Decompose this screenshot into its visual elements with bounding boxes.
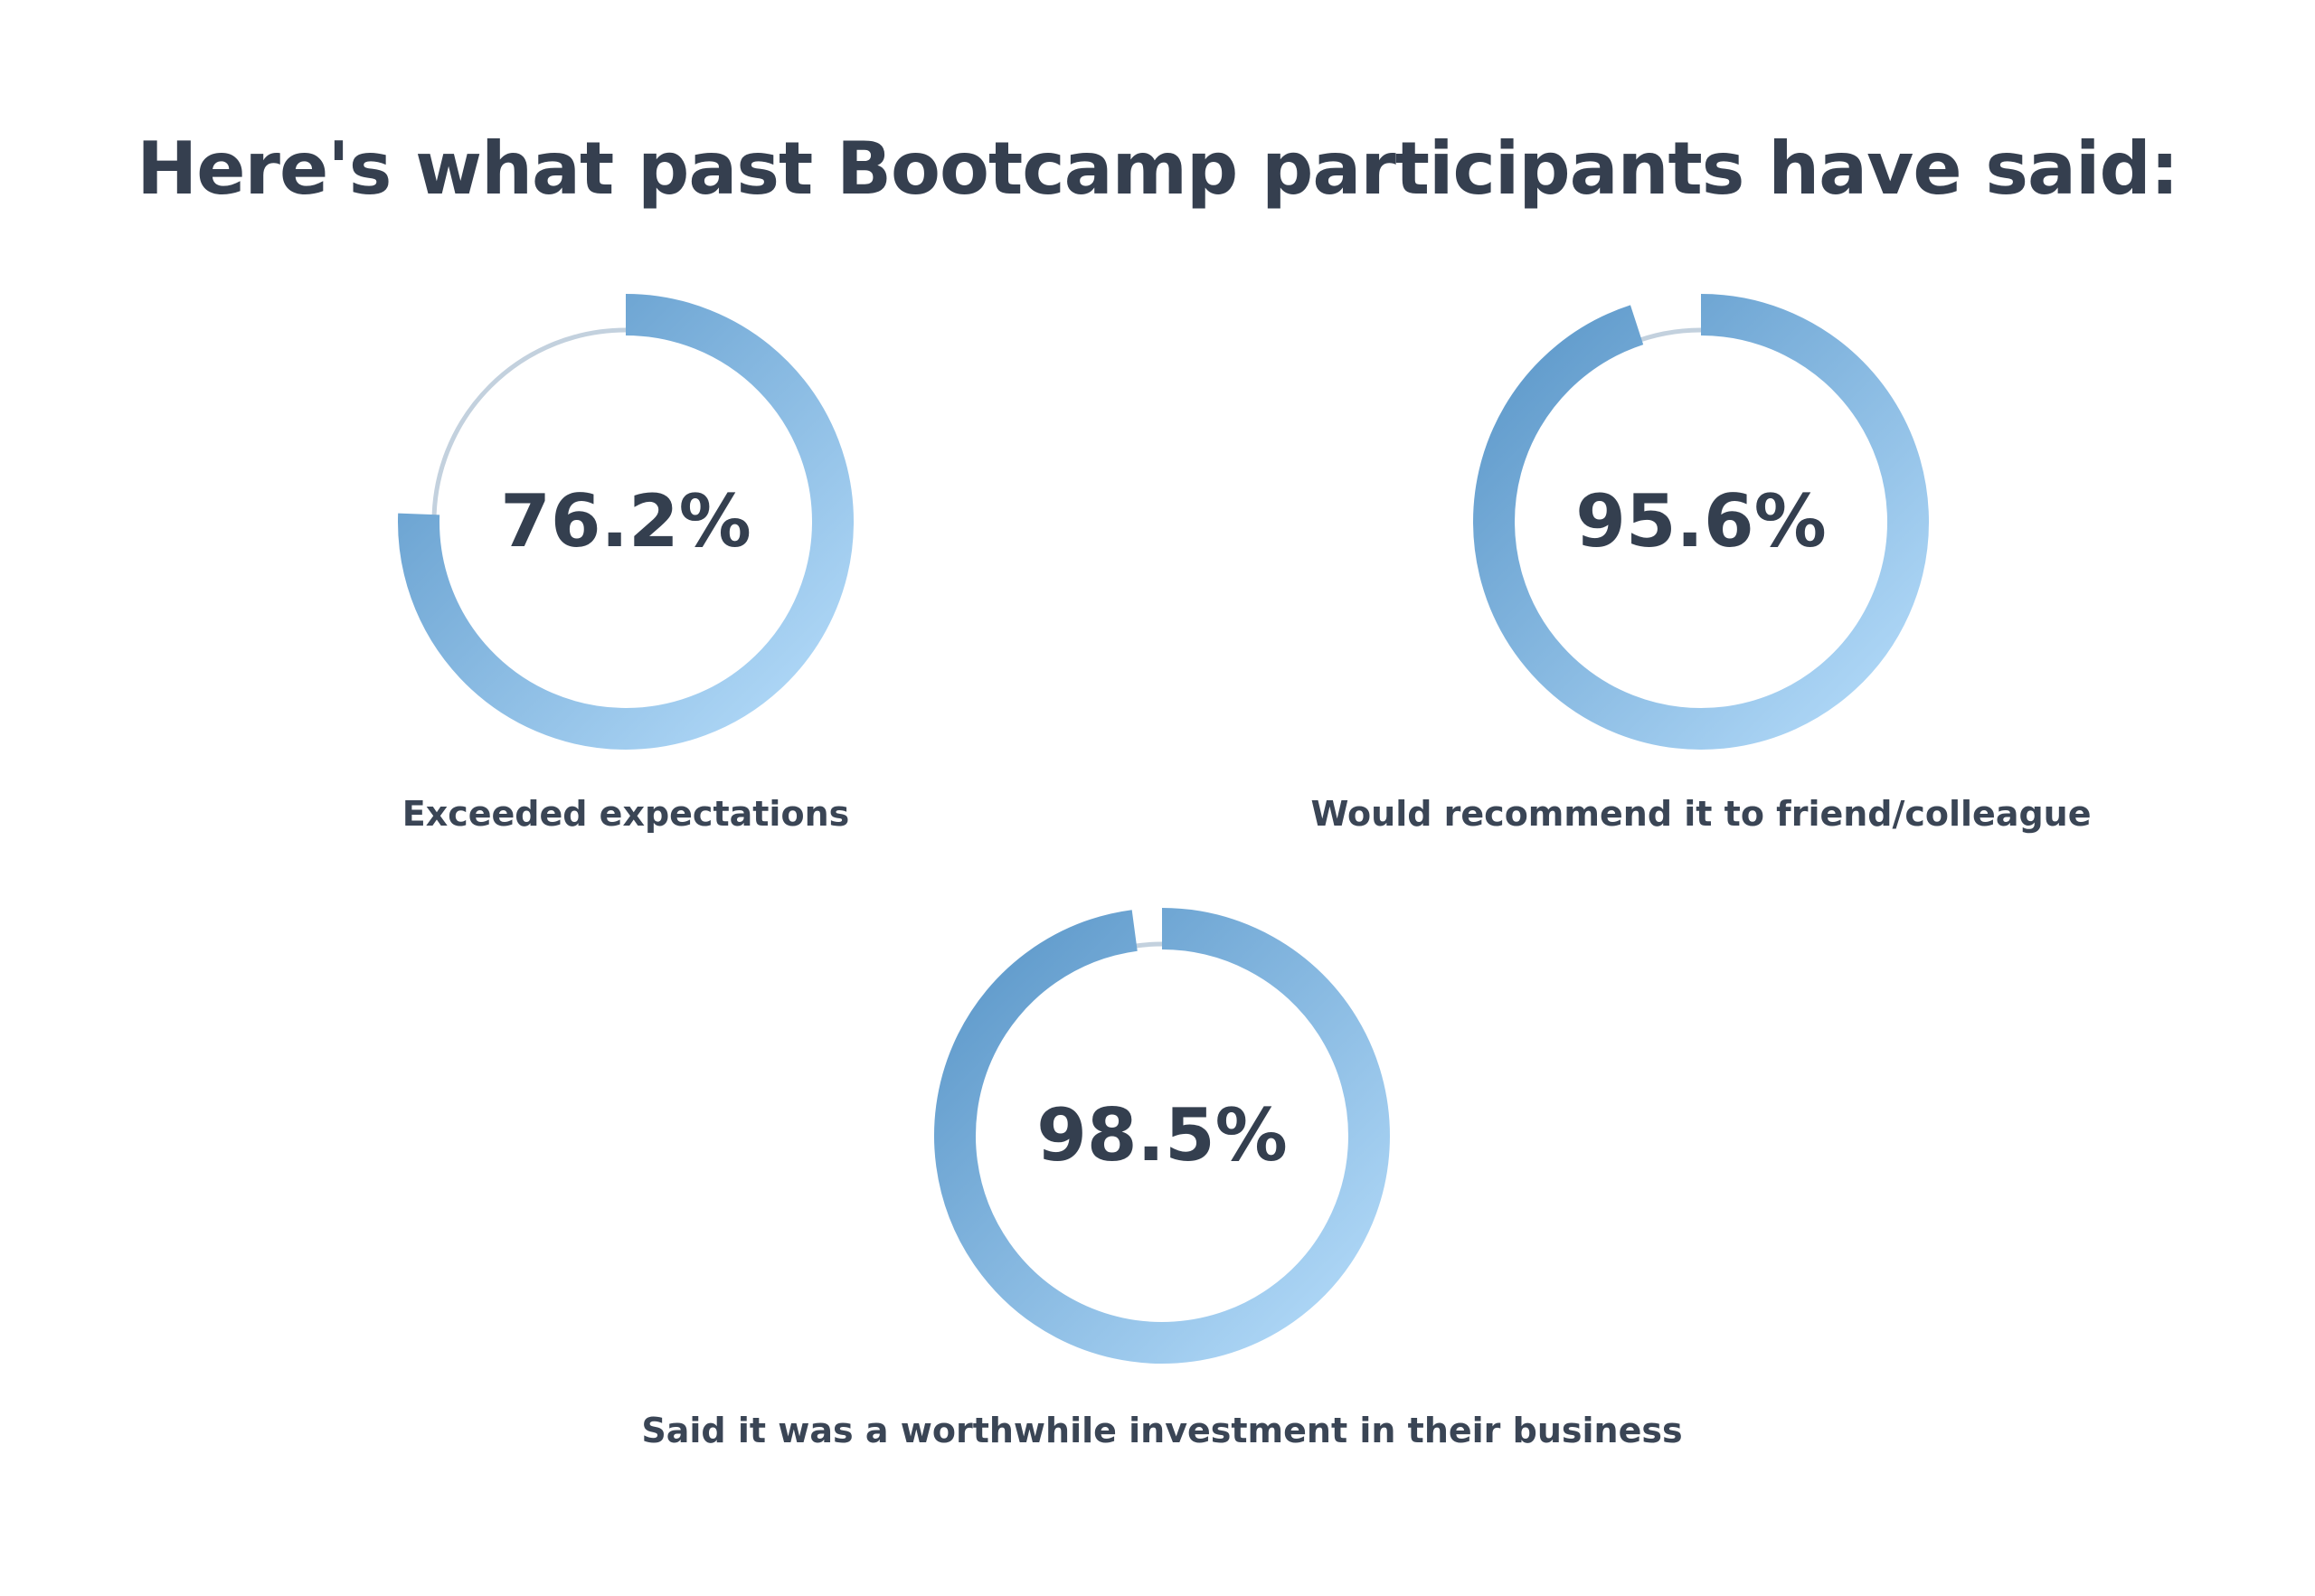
donut-value-arc — [398, 294, 854, 750]
gauge-caption: Would recommend it to friend/colleague — [1310, 794, 2092, 834]
donut-chart — [398, 294, 854, 750]
gauge-value-label: 98.5% — [1036, 1093, 1288, 1177]
donut-value-arc — [1473, 294, 1929, 750]
gauge-worthwhile-investment: 98.5% — [909, 883, 1415, 1389]
gauge-caption: Exceeded expectations — [402, 794, 850, 834]
gauge-value-label: 95.6% — [1575, 479, 1827, 563]
gauge-caption: Said it was a worthwhile investment in t… — [641, 1411, 1683, 1450]
gauge-value-label: 76.2% — [500, 479, 751, 563]
donut-chart — [934, 908, 1390, 1364]
donut-chart — [1473, 294, 1929, 750]
gauge-would-recommend: 95.6% — [1448, 269, 1954, 775]
gauge-exceeded-expectations: 76.2% — [373, 269, 879, 775]
page-title: Here's what past Bootcamp participants h… — [137, 127, 2178, 211]
donut-value-arc — [934, 908, 1390, 1364]
